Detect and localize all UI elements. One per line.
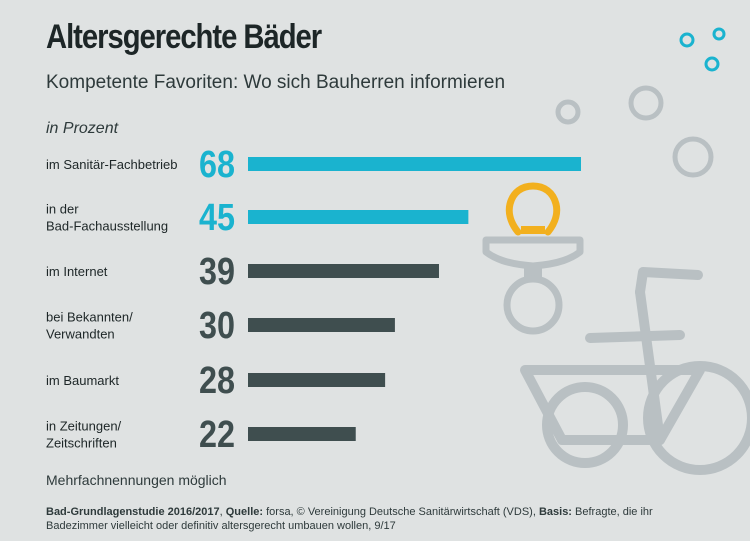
basis-label: Basis: <box>538 506 572 518</box>
chart-subtitle: Kompetente Favoriten: Wo sich Bauherren … <box>46 72 506 93</box>
category-label: im Sanitär-Fachbetrieb <box>46 157 178 172</box>
bar <box>248 427 356 441</box>
chart-title: Altersgerechte Bäder <box>46 18 322 56</box>
data-label: 39 <box>199 251 235 293</box>
note-text: Mehrfachnennungen möglich <box>46 472 227 488</box>
bar <box>248 373 386 387</box>
source-footer: Bad-Grundlagenstudie 2016/2017, Quelle: … <box>46 505 716 533</box>
category-label: im Baumarkt <box>46 373 119 388</box>
bubble-icon <box>704 56 720 72</box>
tricycle-icon <box>520 267 750 475</box>
category-label-line: Bad-Fachausstellung <box>46 219 168 234</box>
data-label: 45 <box>199 197 235 239</box>
unit-label: in Prozent <box>46 120 119 137</box>
bar <box>248 318 395 332</box>
category-label-line: in der <box>46 202 79 217</box>
category-label-line: Verwandten <box>46 327 115 342</box>
bubble-icon <box>712 27 726 41</box>
source-text: forsa, © Vereinigung Deutsche Sanitärwir… <box>263 506 539 518</box>
category-label-line: im Baumarkt <box>46 373 119 388</box>
category-label-line: bei Bekannten/ <box>46 310 133 325</box>
data-label: 28 <box>199 360 235 402</box>
bubble-icon <box>628 85 664 121</box>
bubble-icon <box>555 99 581 125</box>
source-label: Quelle: <box>225 506 264 518</box>
category-label-line: im Sanitär-Fachbetrieb <box>46 157 178 172</box>
category-label-line: Zeitschriften <box>46 436 117 451</box>
data-label: 68 <box>199 144 235 186</box>
study-label: Bad-Grundlagenstudie 2016/2017 <box>46 506 220 518</box>
category-label: in Zeitungen/Zeitschriften <box>46 419 122 451</box>
bar <box>248 157 581 171</box>
pacifier-icon <box>482 182 584 335</box>
category-label-line: in Zeitungen/ <box>46 419 122 434</box>
data-label: 22 <box>199 414 235 456</box>
bubble-icons <box>555 27 726 178</box>
basis-text: Befragte, die ihr Badezimmer vielleicht … <box>46 506 653 532</box>
bar <box>248 264 439 278</box>
category-label: in der Bad-Fachausstellung <box>46 202 168 234</box>
bubble-icon <box>679 32 695 48</box>
footer-separator: , <box>219 506 226 518</box>
category-label-line: im Internet <box>46 264 108 279</box>
category-label: bei Bekannten/Verwandten <box>46 310 133 342</box>
data-label: 30 <box>199 305 235 347</box>
bubble-icon <box>672 136 714 178</box>
category-label: im Internet <box>46 264 108 279</box>
bar <box>248 210 469 224</box>
